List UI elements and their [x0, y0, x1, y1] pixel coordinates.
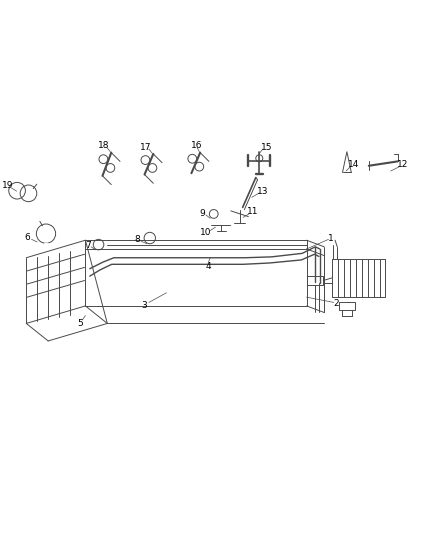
Text: 18: 18	[98, 141, 109, 150]
Text: 19: 19	[2, 181, 13, 190]
Text: 15: 15	[261, 143, 272, 152]
Text: 2: 2	[334, 299, 339, 308]
Text: 9: 9	[199, 208, 205, 217]
Text: 4: 4	[205, 262, 211, 271]
Text: 8: 8	[134, 235, 141, 244]
Text: 13: 13	[257, 187, 268, 196]
Text: 16: 16	[191, 141, 202, 150]
Text: 14: 14	[348, 160, 360, 169]
Text: 12: 12	[397, 160, 409, 169]
Text: 17: 17	[140, 143, 151, 152]
Text: 1: 1	[328, 233, 334, 243]
Text: 6: 6	[24, 233, 30, 242]
Text: 10: 10	[200, 228, 212, 237]
Text: 3: 3	[141, 301, 148, 310]
Text: 7: 7	[85, 240, 91, 249]
Text: 11: 11	[247, 207, 259, 216]
Text: 5: 5	[77, 319, 83, 327]
